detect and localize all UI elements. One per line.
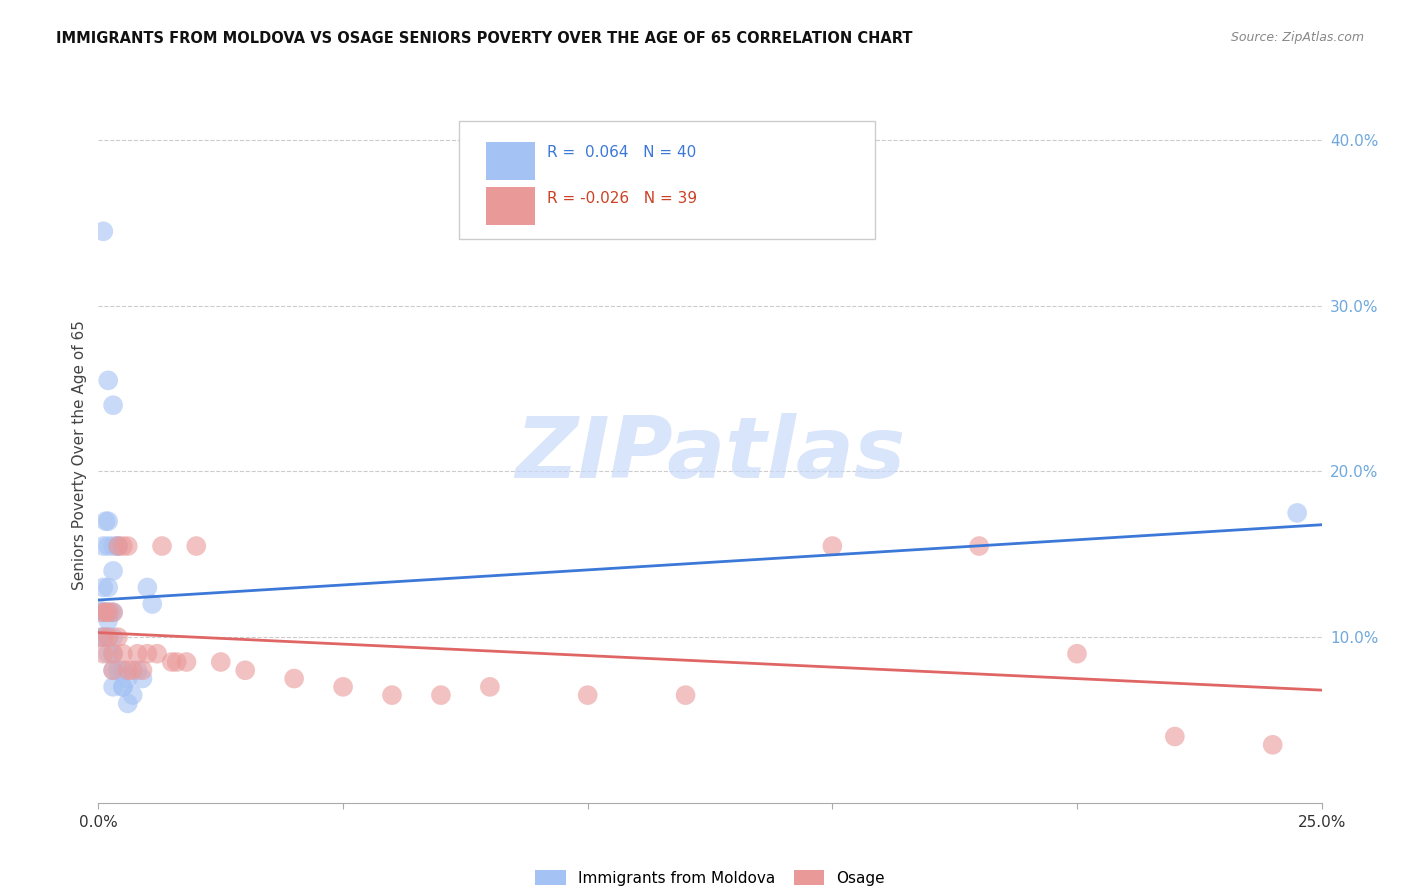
- Point: [91, 581, 114, 595]
- Point: [101, 605, 124, 619]
- Point: [111, 663, 134, 677]
- Point: [478, 680, 501, 694]
- Point: [127, 647, 149, 661]
- Point: [117, 697, 139, 711]
- Point: [967, 539, 990, 553]
- Point: [101, 630, 124, 644]
- Point: [101, 647, 124, 661]
- Point: [117, 672, 139, 686]
- Point: [107, 630, 129, 644]
- Point: [97, 581, 120, 595]
- Point: [90, 605, 112, 619]
- Point: [136, 647, 159, 661]
- Text: ZIPatlas: ZIPatlas: [515, 413, 905, 497]
- Legend: Immigrants from Moldova, Osage: Immigrants from Moldova, Osage: [536, 870, 884, 886]
- Point: [166, 655, 188, 669]
- Point: [97, 605, 120, 619]
- Text: IMMIGRANTS FROM MOLDOVA VS OSAGE SENIORS POVERTY OVER THE AGE OF 65 CORRELATION : IMMIGRANTS FROM MOLDOVA VS OSAGE SENIORS…: [56, 31, 912, 46]
- Point: [131, 672, 153, 686]
- Point: [97, 647, 120, 661]
- Point: [111, 680, 134, 694]
- Point: [91, 630, 114, 644]
- Point: [91, 630, 114, 644]
- Point: [117, 663, 139, 677]
- Point: [121, 663, 143, 677]
- Point: [101, 680, 124, 694]
- Point: [283, 672, 305, 686]
- Point: [381, 688, 404, 702]
- Point: [94, 514, 117, 528]
- Text: R = -0.026   N = 39: R = -0.026 N = 39: [547, 191, 697, 205]
- Point: [101, 605, 124, 619]
- Point: [101, 564, 124, 578]
- Point: [209, 655, 232, 669]
- Point: [576, 688, 599, 702]
- FancyBboxPatch shape: [486, 187, 536, 226]
- Point: [141, 597, 163, 611]
- Point: [332, 680, 354, 694]
- Point: [821, 539, 844, 553]
- Point: [176, 655, 198, 669]
- Point: [107, 539, 129, 553]
- Point: [97, 514, 120, 528]
- Point: [233, 663, 256, 677]
- Point: [107, 663, 129, 677]
- Point: [94, 605, 117, 619]
- Point: [101, 663, 124, 677]
- Point: [100, 605, 122, 619]
- Text: Source: ZipAtlas.com: Source: ZipAtlas.com: [1230, 31, 1364, 45]
- Point: [97, 373, 120, 387]
- Point: [91, 605, 114, 619]
- Point: [117, 539, 139, 553]
- Point: [107, 539, 129, 553]
- Point: [160, 655, 183, 669]
- FancyBboxPatch shape: [486, 142, 536, 180]
- Point: [91, 224, 114, 238]
- Point: [1066, 647, 1088, 661]
- Point: [97, 630, 120, 644]
- Point: [121, 688, 143, 702]
- Point: [101, 398, 124, 412]
- Point: [1286, 506, 1309, 520]
- Point: [94, 605, 117, 619]
- Point: [91, 539, 114, 553]
- Point: [111, 647, 134, 661]
- Point: [150, 539, 173, 553]
- Y-axis label: Seniors Poverty Over the Age of 65: Seniors Poverty Over the Age of 65: [72, 320, 87, 590]
- Text: R =  0.064   N = 40: R = 0.064 N = 40: [547, 145, 696, 161]
- Point: [111, 680, 134, 694]
- Point: [91, 647, 114, 661]
- Point: [97, 605, 120, 619]
- Point: [111, 539, 134, 553]
- Point: [107, 539, 129, 553]
- Point: [675, 688, 697, 702]
- Point: [90, 604, 112, 618]
- Point: [101, 539, 124, 553]
- Point: [97, 539, 120, 553]
- Point: [186, 539, 208, 553]
- Point: [1261, 738, 1284, 752]
- Point: [146, 647, 169, 661]
- Point: [90, 630, 112, 644]
- FancyBboxPatch shape: [460, 121, 875, 239]
- Point: [101, 647, 124, 661]
- Point: [97, 630, 120, 644]
- Point: [430, 688, 453, 702]
- Point: [97, 614, 120, 628]
- Point: [101, 663, 124, 677]
- Point: [131, 663, 153, 677]
- Point: [1164, 730, 1187, 744]
- Point: [136, 581, 159, 595]
- Point: [127, 663, 149, 677]
